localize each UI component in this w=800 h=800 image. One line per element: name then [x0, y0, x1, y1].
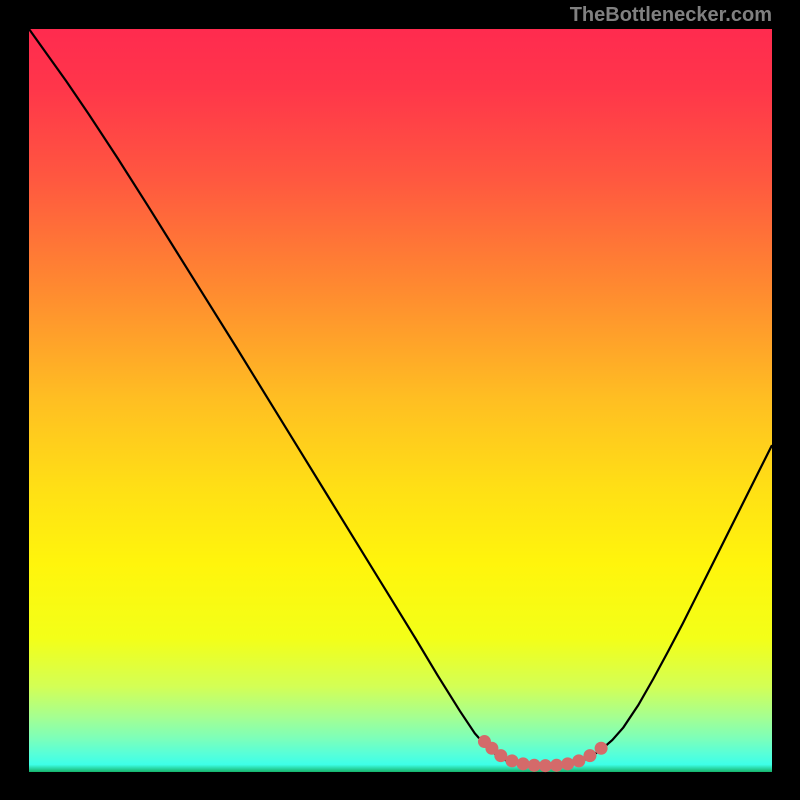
bottleneck-chart: TheBottlenecker.com: [0, 0, 800, 800]
curve-layer: [29, 29, 772, 772]
optimal-point-marker: [517, 757, 530, 770]
optimal-point-marker: [528, 759, 541, 772]
optimal-point-marker: [572, 754, 585, 767]
optimal-point-marker: [539, 759, 552, 772]
optimal-point-marker: [494, 749, 507, 762]
optimal-point-marker: [583, 749, 596, 762]
optimal-point-marker: [561, 757, 574, 770]
optimal-point-marker: [595, 742, 608, 755]
optimal-point-marker: [505, 754, 518, 767]
plot-area: [29, 29, 772, 772]
optimal-point-marker: [550, 759, 563, 772]
watermark-text: TheBottlenecker.com: [570, 4, 772, 27]
optimal-range-markers: [478, 735, 608, 772]
bottleneck-curve: [29, 29, 772, 766]
